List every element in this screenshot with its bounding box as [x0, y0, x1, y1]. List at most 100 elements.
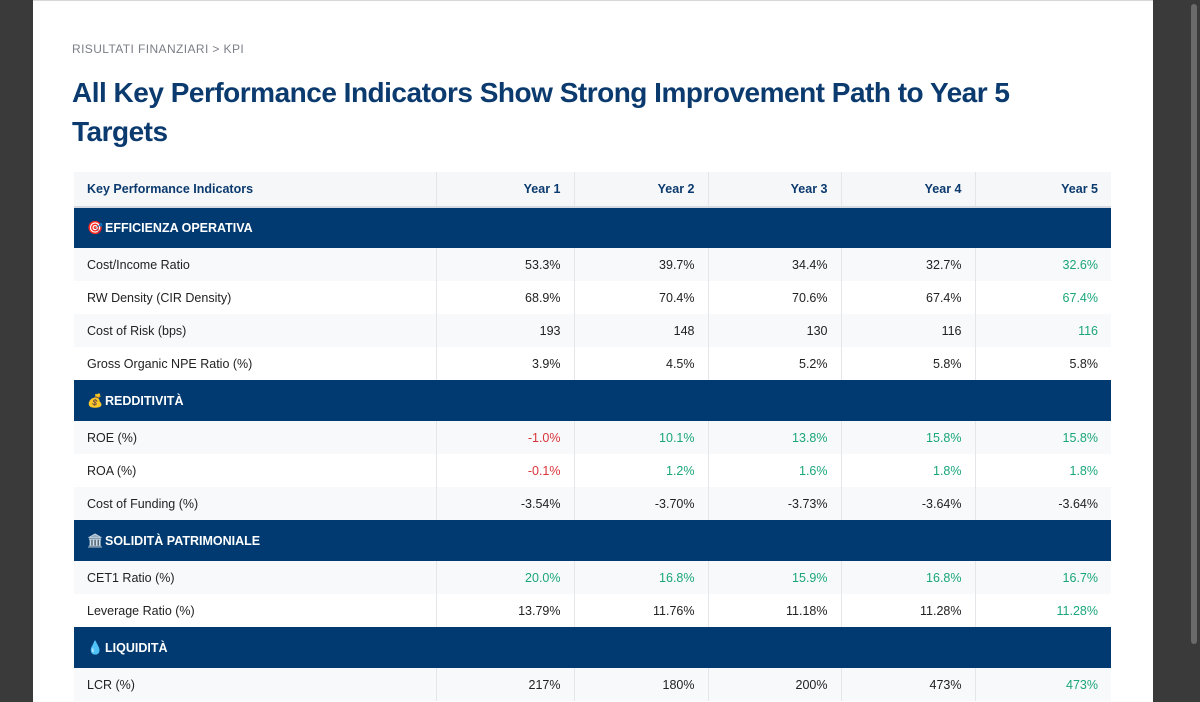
kpi-value-year-3: 200% — [708, 668, 842, 701]
breadcrumb: RISULTATI FINANZIARI > KPI — [72, 42, 245, 56]
kpi-value-year-2: 70.4% — [574, 281, 709, 314]
kpi-value-year-1: 68.9% — [436, 281, 575, 314]
kpi-value-year-3: 70.6% — [708, 281, 842, 314]
kpi-value-year-3: 34.4% — [708, 248, 842, 281]
kpi-value-year-2: 10.1% — [574, 421, 709, 454]
kpi-value-year-3: 15.9% — [708, 561, 842, 594]
kpi-label: Cost of Risk (bps) — [74, 314, 437, 347]
column-header-year-1: Year 1 — [436, 172, 575, 208]
kpi-label: ROE (%) — [74, 421, 437, 454]
kpi-value-year-4: 473% — [841, 668, 976, 701]
column-header-year-3: Year 3 — [708, 172, 842, 208]
section-title: REDDITIVITÀ — [105, 393, 184, 408]
section-header-row: 💰 REDDITIVITÀ — [74, 380, 1111, 421]
kpi-value-year-4: 67.4% — [841, 281, 976, 314]
table-row: Cost of Risk (bps) 193 148 130 116 116 — [74, 314, 1111, 347]
kpi-value-year-2: 39.7% — [574, 248, 709, 281]
kpi-value-year-3: 11.18% — [708, 594, 842, 627]
column-header-year-2: Year 2 — [574, 172, 709, 208]
section-header-row: 💧 LIQUIDITÀ — [74, 627, 1111, 668]
kpi-label: LCR (%) — [74, 668, 437, 701]
kpi-value-year-2: 148 — [574, 314, 709, 347]
kpi-label: Cost of Funding (%) — [74, 487, 437, 520]
kpi-table-body: 🎯 EFFICIENZA OPERATIVA Cost/Income Ratio 53… — [74, 207, 1111, 701]
section-header-row: 🏛️ SOLIDITÀ PATRIMONIALE — [74, 520, 1111, 561]
section-header: 🏛️ SOLIDITÀ PATRIMONIALE — [74, 520, 1111, 561]
kpi-label: RW Density (CIR Density) — [74, 281, 437, 314]
section-header-row: 🎯 EFFICIENZA OPERATIVA — [74, 207, 1111, 248]
column-header-year-5: Year 5 — [975, 172, 1111, 208]
table-row: RW Density (CIR Density) 68.9% 70.4% 70.6% 6… — [74, 281, 1111, 314]
kpi-value-year-2: 16.8% — [574, 561, 709, 594]
kpi-value-year-3: -3.73% — [708, 487, 842, 520]
kpi-value-year-1: 20.0% — [436, 561, 575, 594]
kpi-label: Cost/Income Ratio — [74, 248, 437, 281]
kpi-value-year-4: 11.28% — [841, 594, 976, 627]
table-row: ROE (%) -1.0% 10.1% 13.8% 15.8% 15.8% — [74, 421, 1111, 454]
section-title: SOLIDITÀ PATRIMONIALE — [105, 533, 261, 548]
kpi-value-year-3: 1.6% — [708, 454, 842, 487]
scrollbar-thumb[interactable] — [1191, 4, 1197, 644]
kpi-label: Leverage Ratio (%) — [74, 594, 437, 627]
kpi-value-year-3: 130 — [708, 314, 842, 347]
table-row: CET1 Ratio (%) 20.0% 16.8% 15.9% 16.8% 16.7% — [74, 561, 1111, 594]
kpi-value-year-1: -1.0% — [436, 421, 575, 454]
kpi-value-year-2: -3.70% — [574, 487, 709, 520]
kpi-value-year-3: 13.8% — [708, 421, 842, 454]
kpi-value-year-1: 53.3% — [436, 248, 575, 281]
page-title: All Key Performance Indicators Show Stro… — [72, 77, 1010, 147]
kpi-value-year-5: 1.8% — [975, 454, 1111, 487]
kpi-value-year-2: 180% — [574, 668, 709, 701]
kpi-value-year-4: 116 — [841, 314, 976, 347]
kpi-value-year-5: -3.64% — [975, 487, 1111, 520]
scrollbar[interactable] — [1188, 0, 1200, 702]
kpi-value-year-2: 1.2% — [574, 454, 709, 487]
table-row: ROA (%) -0.1% 1.2% 1.6% 1.8% 1.8% — [74, 454, 1111, 487]
section-title: LIQUIDITÀ — [105, 640, 168, 655]
target-icon: 🎯 — [87, 220, 104, 235]
kpi-value-year-1: 3.9% — [436, 347, 575, 380]
table-row: Cost/Income Ratio 53.3% 39.7% 34.4% 32.7% 32.… — [74, 248, 1111, 281]
table-row: Leverage Ratio (%) 13.79% 11.76% 11.18% 11.2… — [74, 594, 1111, 627]
kpi-value-year-5: 16.7% — [975, 561, 1111, 594]
kpi-value-year-2: 11.76% — [574, 594, 709, 627]
kpi-value-year-1: -3.54% — [436, 487, 575, 520]
kpi-value-year-1: -0.1% — [436, 454, 575, 487]
table-row: LCR (%) 217% 180% 200% 473% 473% — [74, 668, 1111, 701]
kpi-value-year-1: 13.79% — [436, 594, 575, 627]
table-header-row: Key Performance Indicators Year 1 Year 2… — [74, 172, 1111, 208]
kpi-value-year-3: 5.2% — [708, 347, 842, 380]
kpi-label: ROA (%) — [74, 454, 437, 487]
kpi-value-year-4: 16.8% — [841, 561, 976, 594]
kpi-value-year-1: 193 — [436, 314, 575, 347]
kpi-value-year-5: 67.4% — [975, 281, 1111, 314]
kpi-label: Gross Organic NPE Ratio (%) — [74, 347, 437, 380]
table-row: Cost of Funding (%) -3.54% -3.70% -3.73% -3.… — [74, 487, 1111, 520]
kpi-value-year-4: -3.64% — [841, 487, 976, 520]
section-header: 💰 REDDITIVITÀ — [74, 380, 1111, 421]
kpi-value-year-4: 15.8% — [841, 421, 976, 454]
money-bag-icon: 💰 — [87, 392, 104, 408]
kpi-table: Key Performance Indicators Year 1 Year 2… — [74, 172, 1111, 701]
section-header: 💧 LIQUIDITÀ — [74, 627, 1111, 668]
table-row: Gross Organic NPE Ratio (%) 3.9% 4.5% 5.2% 5… — [74, 347, 1111, 380]
kpi-value-year-5: 116 — [975, 314, 1111, 347]
kpi-value-year-1: 217% — [436, 668, 575, 701]
kpi-value-year-2: 4.5% — [574, 347, 709, 380]
section-header: 🎯 EFFICIENZA OPERATIVA — [74, 207, 1111, 248]
kpi-value-year-5: 32.6% — [975, 248, 1111, 281]
kpi-value-year-5: 5.8% — [975, 347, 1111, 380]
column-header-year-4: Year 4 — [841, 172, 976, 208]
report-page: RISULTATI FINANZIARI > KPI All Key Perfo… — [33, 0, 1153, 702]
section-title: EFFICIENZA OPERATIVA — [105, 221, 253, 235]
column-header-kpi: Key Performance Indicators — [74, 172, 437, 208]
droplet-icon: 💧 — [87, 639, 104, 655]
kpi-value-year-5: 11.28% — [975, 594, 1111, 627]
kpi-value-year-5: 15.8% — [975, 421, 1111, 454]
bank-building-icon: 🏛️ — [87, 532, 104, 548]
kpi-value-year-4: 32.7% — [841, 248, 976, 281]
kpi-label: CET1 Ratio (%) — [74, 561, 437, 594]
kpi-value-year-4: 5.8% — [841, 347, 976, 380]
kpi-value-year-4: 1.8% — [841, 454, 976, 487]
kpi-value-year-5: 473% — [975, 668, 1111, 701]
